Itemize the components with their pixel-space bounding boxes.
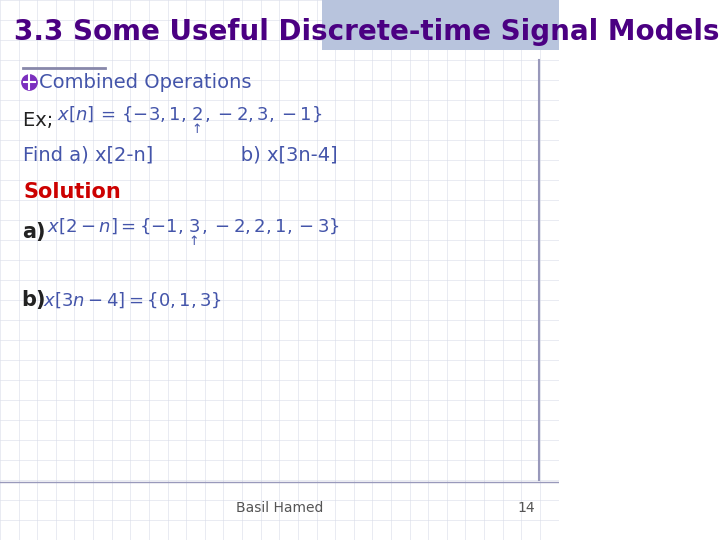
Text: Ex;: Ex;	[23, 111, 66, 130]
Text: $x[3n-4]=\{0,1,3\}$: $x[3n-4]=\{0,1,3\}$	[43, 290, 222, 310]
Text: b): b)	[22, 290, 46, 310]
Text: 14: 14	[518, 501, 535, 515]
Text: Find a) x[2-n]              b) x[3n-4]: Find a) x[2-n] b) x[3n-4]	[23, 145, 338, 165]
Text: 3.3 Some Useful Discrete-time Signal Models: 3.3 Some Useful Discrete-time Signal Mod…	[14, 18, 719, 46]
Text: $x[n]\,=\,\{-3,1,\underset{\uparrow}{2},-2,3,-1\}$: $x[n]\,=\,\{-3,1,\underset{\uparrow}{2},…	[58, 104, 323, 136]
Text: Solution: Solution	[23, 182, 121, 202]
Text: Basil Hamed: Basil Hamed	[235, 501, 323, 515]
Text: $x[2-n]=\{-1,\underset{\uparrow}{3},-2,2,1,-3\}$: $x[2-n]=\{-1,\underset{\uparrow}{3},-2,2…	[47, 217, 340, 248]
Text: Combined Operations: Combined Operations	[39, 72, 251, 91]
Bar	[322, 0, 559, 50]
Text: a): a)	[22, 222, 45, 242]
